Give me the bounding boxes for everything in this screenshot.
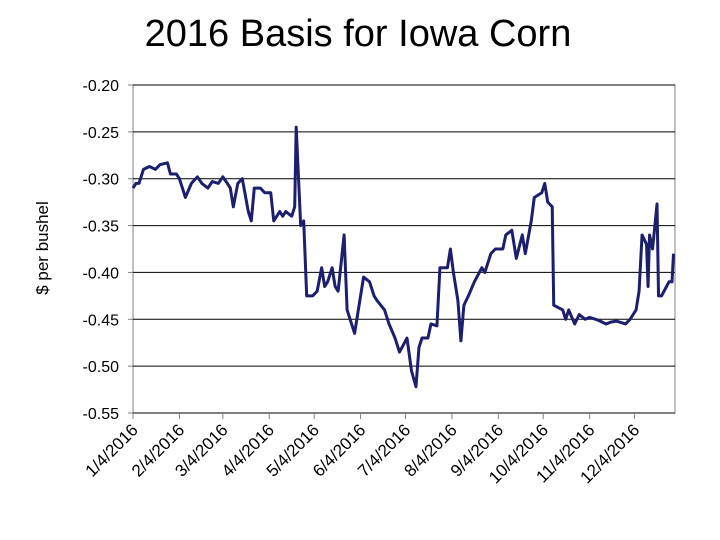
y-tick-label: -0.35 [83,219,120,236]
chart-title: 2016 Basis for Iowa Corn [145,13,572,55]
y-tick-label: -0.50 [83,359,120,376]
y-tick-label: -0.40 [83,265,120,282]
y-tick-label: -0.45 [83,312,120,329]
y-tick-label: -0.55 [83,406,120,423]
data-line [131,125,675,389]
y-tick-label: -0.25 [83,125,120,142]
y-axis-label: $ per bushel [33,201,52,295]
y-tick-label: -0.20 [83,78,120,95]
y-tick-label: -0.30 [83,172,120,189]
plot-area [132,84,676,414]
